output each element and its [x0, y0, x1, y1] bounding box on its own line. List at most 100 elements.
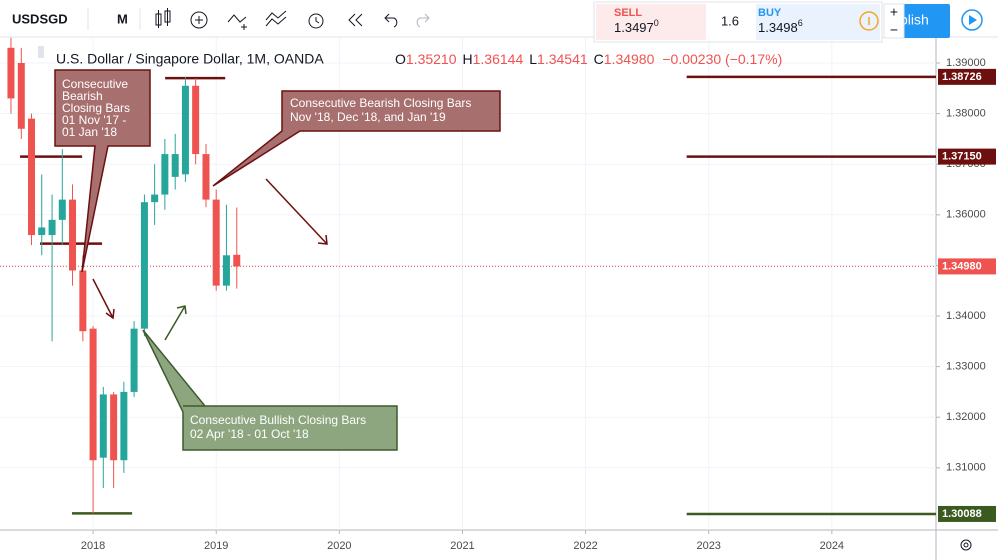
sell-price: 1.34970	[614, 18, 659, 35]
candle-body	[28, 118, 36, 236]
x-tick-label: 2022	[573, 540, 597, 552]
callout-text: Consecutive Bullish Closing Bars	[190, 413, 366, 427]
callout-text: 01 Nov '17 -	[62, 113, 126, 127]
price-label-box	[938, 68, 996, 85]
sell-pip: 0	[654, 18, 659, 28]
arrow	[265, 178, 328, 245]
toolbar: USDSGD M SELL 1.34970 1.6 BUY 1.34986 bl…	[0, 0, 998, 43]
candle-body	[140, 202, 148, 329]
buy-label: BUY	[758, 7, 782, 19]
candle-body	[99, 394, 107, 458]
y-tick-label: 1.31000	[946, 462, 986, 474]
svg-text:−: −	[890, 22, 898, 38]
callout-box	[54, 69, 151, 273]
o-value: 1.35210	[406, 51, 457, 67]
buy-pip: 6	[798, 18, 803, 28]
candle-body	[120, 391, 128, 461]
price-label-box	[938, 148, 996, 165]
price-label-box	[938, 505, 996, 522]
candle-body	[38, 227, 46, 236]
candle-body	[233, 254, 241, 267]
candle-body	[192, 85, 200, 155]
x-tick-label: 2023	[696, 540, 720, 552]
buy-price-main: 1.3498	[758, 20, 798, 35]
arrow	[92, 278, 115, 320]
templates-icon[interactable]	[265, 10, 287, 27]
candle-body	[48, 219, 56, 236]
buy-price: 1.34986	[758, 18, 803, 35]
candle-body	[110, 394, 118, 461]
candle-body	[161, 154, 169, 195]
symbol-name: U.S. Dollar / Singapore Dollar, 1M, OAND…	[56, 51, 324, 67]
callout-text: Consecutive Bearish Closing Bars	[290, 96, 471, 110]
sell-price-main: 1.3497	[614, 20, 654, 35]
candles-icon[interactable]	[155, 8, 171, 28]
candle-body	[89, 328, 97, 461]
arrow	[164, 305, 187, 341]
x-tick-label: 2020	[327, 540, 351, 552]
change: −0.00230 (−0.17%)	[662, 51, 782, 67]
candle-body	[171, 154, 179, 177]
undo-icon[interactable]	[384, 13, 398, 28]
sell-button[interactable]	[596, 4, 706, 40]
symbol[interactable]: USDSGD	[12, 11, 68, 26]
callout-text: Bearish	[62, 89, 103, 103]
l-label: L	[529, 51, 537, 67]
y-tick-label: 1.39000	[946, 57, 986, 69]
x-tick-label: 2024	[820, 540, 844, 552]
y-tick-label: 1.34000	[946, 310, 986, 322]
callout-box	[212, 90, 501, 187]
callout-box	[142, 329, 398, 451]
callout-text: 01 Jan '18	[62, 125, 117, 139]
y-tick-label: 1.36000	[946, 209, 986, 221]
y-tick-label: 1.33000	[946, 361, 986, 373]
compare-icon[interactable]	[227, 14, 247, 30]
x-tick-label: 2018	[81, 540, 105, 552]
h-label: H	[463, 51, 473, 67]
x-tick-label: 2021	[450, 540, 474, 552]
annotations: Consecutive Bearish Closing Bars 01 Nov …	[54, 69, 501, 451]
price-label: 1.30088	[942, 508, 982, 520]
candle-body	[69, 199, 77, 271]
o-label: O	[395, 51, 406, 67]
callout-text: Closing Bars	[62, 101, 130, 115]
svg-text:+: +	[890, 4, 898, 20]
ohlc: O1.35210 H1.36144 L1.34541 C1.34980 −0.00230…	[395, 51, 782, 67]
candle-body	[151, 194, 159, 203]
redo-icon[interactable]	[416, 13, 430, 28]
c-label: C	[594, 51, 604, 67]
price-label: 1.37150	[942, 151, 982, 163]
zoom-buttons[interactable]	[883, 3, 905, 39]
publish-label: blish	[900, 12, 929, 28]
callout-text: 02 Apr '18 - 01 Oct '18	[190, 427, 309, 441]
price-label: 1.38726	[942, 71, 982, 83]
candle-body	[58, 199, 66, 220]
l-value: 1.34541	[537, 51, 588, 67]
candle-body	[212, 199, 220, 286]
y-tick-label: 1.32000	[946, 411, 986, 423]
spread: 1.6	[721, 13, 739, 28]
settings-icon[interactable]	[960, 539, 972, 551]
candle-body	[202, 154, 210, 200]
h-value: 1.36144	[473, 51, 524, 67]
info-icon[interactable]	[859, 11, 879, 31]
price-label: 1.34980	[942, 260, 982, 272]
price-label-box	[938, 258, 996, 275]
y-tick-label: 1.38000	[946, 108, 986, 120]
play-button[interactable]	[961, 9, 983, 31]
callout-text: Consecutive	[62, 77, 128, 91]
callout-text: Nov '18, Dec '18, and Jan '19	[290, 110, 446, 124]
alert-icon[interactable]	[308, 13, 324, 29]
candle-body	[181, 85, 189, 175]
replay-icon[interactable]	[348, 13, 363, 27]
candle-body	[7, 47, 15, 99]
candle-body	[79, 270, 87, 332]
interval[interactable]: M	[117, 11, 128, 26]
indicator-icon[interactable]	[190, 11, 208, 29]
c-value: 1.34980	[604, 51, 655, 67]
sell-label: SELL	[614, 7, 642, 19]
candle-body	[222, 255, 230, 286]
x-tick-label: 2019	[204, 540, 228, 552]
candle-body	[130, 328, 138, 392]
